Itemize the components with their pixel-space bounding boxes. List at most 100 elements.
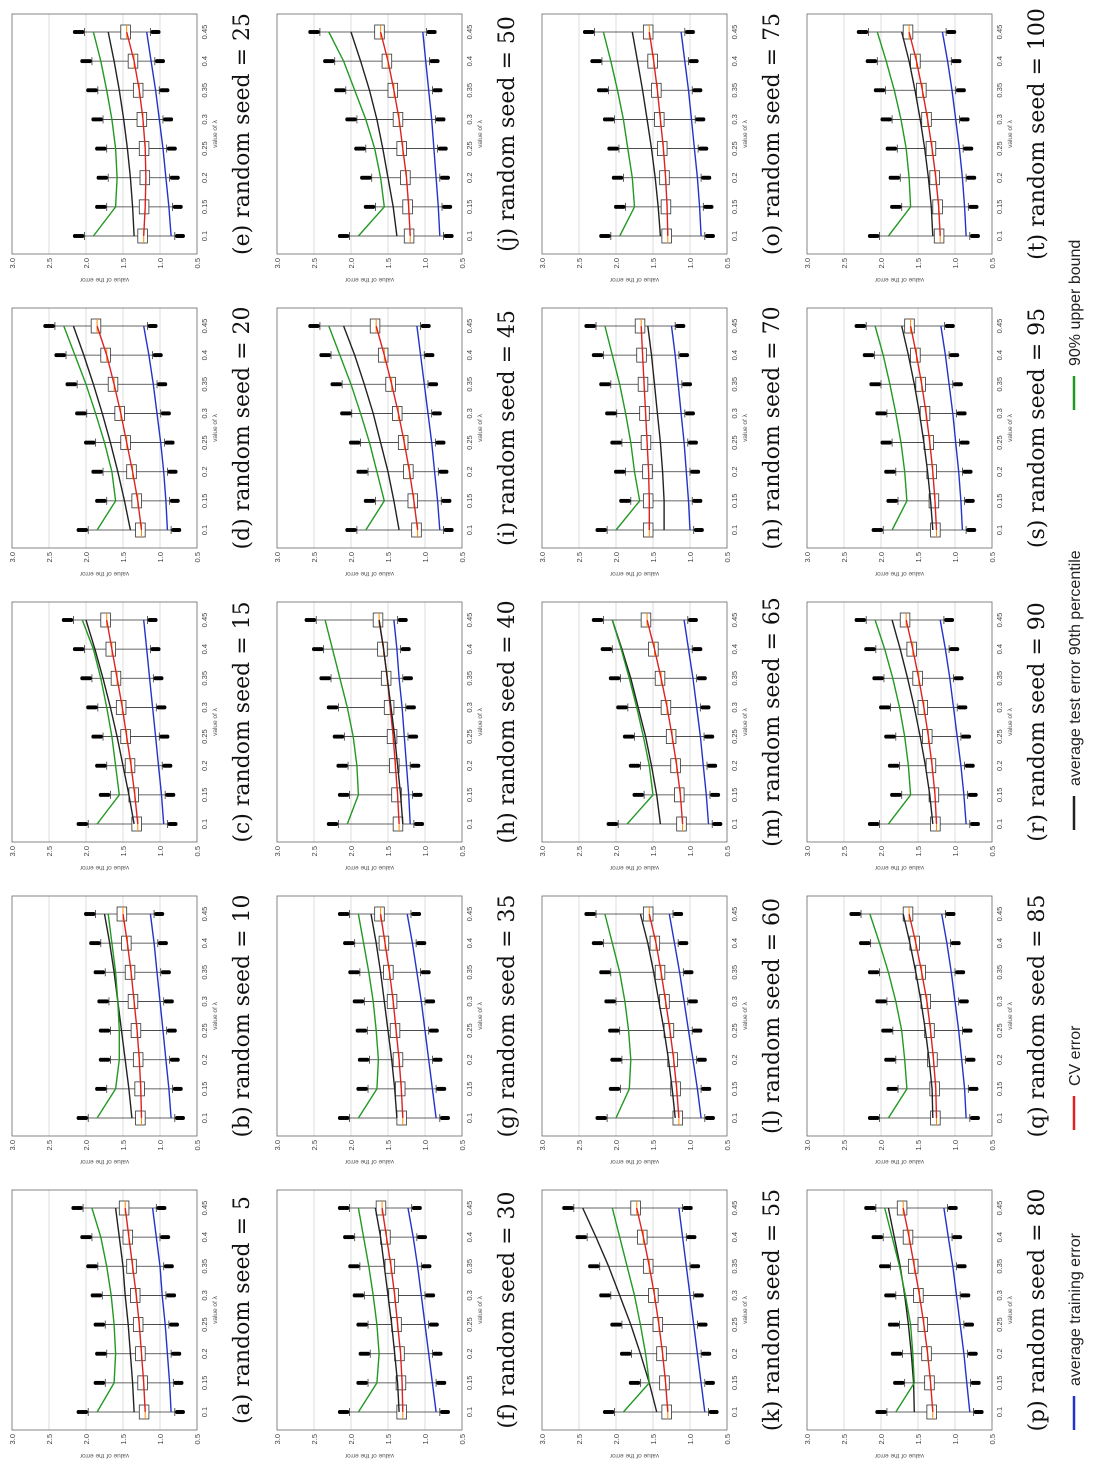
outlier-point (957, 59, 962, 64)
outlier-point (591, 618, 596, 622)
outlier-point (604, 999, 609, 1004)
x-tick-label: 0.25 (730, 1023, 739, 1038)
panel-caption: (k) random seed = 55 (760, 1189, 785, 1431)
y-tick-label: 0.5 (458, 1434, 467, 1444)
outlier-point (854, 618, 859, 622)
x-tick-label: 0.4 (730, 644, 739, 654)
outlier-point (447, 498, 452, 503)
outlier-point (434, 1322, 439, 1327)
x-tick-label: 0.1 (995, 1113, 1004, 1123)
outlier-point (95, 498, 100, 503)
x-axis-label: value of λ (477, 1295, 484, 1324)
outlier-point (887, 1322, 892, 1327)
panel-h: 0.5 1.0 1.5 2.0 2.5 3.0 0.1 0.15 0.2 0.25 0.3 0.35 0… (273, 600, 520, 871)
y-tick-label: 0.5 (193, 552, 202, 562)
box (138, 1404, 150, 1420)
series-line-cv (646, 619, 684, 825)
box (374, 906, 385, 922)
outlier-point (690, 30, 695, 34)
x-tick-label: 0.1 (465, 231, 474, 241)
outlier-point (71, 1206, 76, 1210)
y-tick-label: 1.5 (649, 552, 658, 562)
outlier-point (153, 618, 158, 622)
x-tick-label: 0.4 (995, 1232, 1004, 1242)
x-tick-label: 0.25 (465, 435, 474, 450)
outlier-point (352, 999, 357, 1004)
y-tick-label: 1.0 (421, 846, 430, 856)
box (637, 376, 649, 392)
series-line-training (406, 913, 437, 1119)
series-line-training (151, 1207, 172, 1413)
outlier-point (696, 469, 701, 474)
outlier-point (411, 705, 416, 710)
y-axis-label: value of the error (79, 864, 129, 871)
y-tick-label: 2.5 (310, 258, 319, 268)
outlier-point (955, 353, 960, 358)
outlier-point (962, 411, 967, 416)
plot-frame (806, 307, 993, 549)
outlier-point (685, 353, 690, 358)
outlier-point (584, 912, 589, 916)
outlier-point (434, 382, 439, 387)
x-tick-label: 0.25 (730, 1317, 739, 1332)
outlier-point (175, 1057, 180, 1062)
outlier-point (950, 324, 955, 328)
outlier-point (964, 999, 969, 1004)
y-tick-label: 3.0 (803, 846, 812, 856)
x-tick-label: 0.45 (995, 1201, 1004, 1216)
box (904, 318, 915, 334)
outlier-point (893, 1380, 898, 1385)
outlier-point (575, 1235, 580, 1240)
box (926, 1404, 937, 1420)
outlier-point (714, 1410, 719, 1414)
x-tick-label: 0.25 (995, 1317, 1004, 1332)
x-tick-label: 0.25 (465, 729, 474, 744)
box (100, 612, 111, 628)
box (634, 318, 646, 334)
outlier-point (84, 912, 88, 916)
series-line-upper (874, 619, 912, 825)
outlier-point (608, 1086, 613, 1091)
outlier-point (355, 1028, 360, 1033)
outlier-point (953, 1206, 958, 1210)
x-axis-label: value of λ (1007, 707, 1014, 736)
y-tick-label: 3.0 (8, 1140, 17, 1150)
y-tick-label: 2.5 (840, 1140, 849, 1150)
outlier-point (684, 941, 689, 946)
outlier-point (427, 1264, 432, 1269)
y-tick-label: 0.5 (723, 258, 732, 268)
outlier-point (444, 469, 449, 474)
x-axis-label: value of λ (212, 119, 219, 148)
x-tick-label: 0.1 (730, 1113, 739, 1123)
series-line-cv (96, 325, 143, 531)
outlier-point (970, 1322, 975, 1327)
panel-m: 0.5 1.0 1.5 2.0 2.5 3.0 0.1 0.15 0.2 0.25 0.3 0.35 0… (538, 597, 785, 871)
plot-frame (276, 13, 463, 255)
y-tick-label: 1.0 (421, 258, 430, 268)
x-tick-label: 0.25 (200, 729, 209, 744)
outlier-point (430, 353, 435, 358)
series-line-test90 (72, 325, 132, 531)
outlier-point (441, 117, 446, 122)
outlier-point (166, 970, 171, 975)
outlier-point (449, 528, 454, 532)
x-tick-label: 0.3 (465, 996, 474, 1006)
outlier-point (679, 912, 684, 916)
outlier-point (86, 88, 91, 93)
outlier-point (72, 30, 77, 34)
x-axis-label: value of λ (212, 1295, 219, 1324)
outlier-point (702, 1057, 707, 1062)
y-tick-label: 3.0 (538, 258, 547, 268)
outlier-point (885, 146, 890, 151)
outlier-point (332, 734, 337, 739)
plot-frame (806, 895, 993, 1137)
outlier-point (95, 146, 100, 151)
outlier-point (180, 234, 185, 238)
x-tick-label: 0.4 (465, 644, 474, 654)
outlier-point (423, 1235, 427, 1240)
outlier-point (602, 117, 607, 122)
box (132, 1052, 144, 1068)
x-tick-label: 0.15 (730, 788, 739, 803)
y-tick-label: 2.5 (840, 258, 849, 268)
